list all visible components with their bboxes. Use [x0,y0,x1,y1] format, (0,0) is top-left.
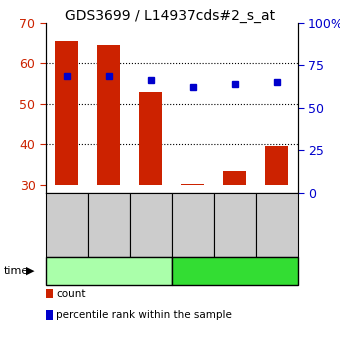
Text: midnight (ZT19): midnight (ZT19) [189,266,280,276]
Text: time: time [3,266,29,276]
Bar [181,184,204,185]
Text: ▶: ▶ [26,266,34,276]
Text: GSM310017: GSM310017 [62,197,71,252]
Text: GDS3699 / L14937cds#2_s_at: GDS3699 / L14937cds#2_s_at [65,9,275,23]
Bar [223,171,246,185]
Text: GSM310021: GSM310021 [230,197,239,252]
Bar [265,147,288,185]
Text: count: count [56,289,86,299]
Bar [55,41,79,185]
Text: percentile rank within the sample: percentile rank within the sample [56,310,232,320]
Bar [139,92,162,185]
Text: GSM310022: GSM310022 [272,198,281,252]
Bar [97,45,120,185]
Text: mid-day (ZT7): mid-day (ZT7) [69,266,149,276]
Text: GSM310020: GSM310020 [188,197,197,252]
Text: GSM310019: GSM310019 [146,197,155,252]
Text: GSM310018: GSM310018 [104,197,113,252]
